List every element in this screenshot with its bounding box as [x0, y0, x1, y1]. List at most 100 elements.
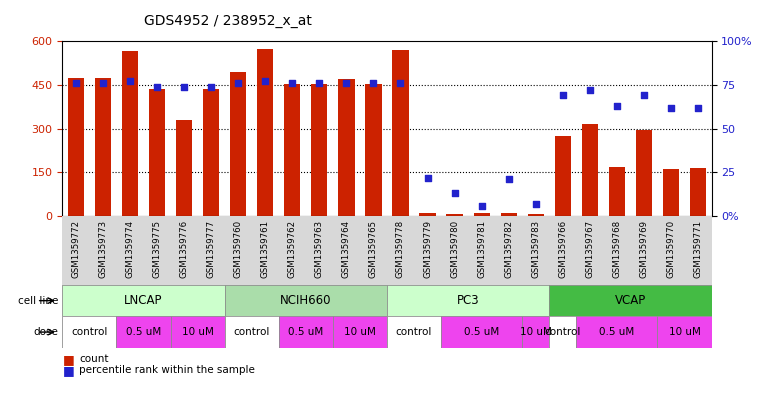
Bar — [149, 89, 165, 216]
Text: LNCAP: LNCAP — [124, 294, 163, 307]
Bar — [284, 84, 301, 216]
Bar — [658, 316, 712, 348]
Text: GDS4952 / 238952_x_at: GDS4952 / 238952_x_at — [145, 14, 312, 28]
Text: cell line: cell line — [18, 296, 59, 306]
Bar — [279, 316, 333, 348]
Point — [260, 78, 272, 84]
Bar — [690, 168, 706, 216]
Point — [124, 78, 136, 84]
Bar — [447, 214, 463, 216]
Bar — [62, 316, 116, 348]
Bar — [257, 49, 273, 216]
Bar — [339, 79, 355, 216]
Text: GSM1359770: GSM1359770 — [667, 220, 676, 278]
Text: GSM1359762: GSM1359762 — [288, 220, 297, 278]
Text: GSM1359775: GSM1359775 — [152, 220, 161, 278]
Bar — [333, 316, 387, 348]
Text: 0.5 uM: 0.5 uM — [126, 327, 161, 337]
Text: GSM1359778: GSM1359778 — [396, 220, 405, 278]
Text: GSM1359763: GSM1359763 — [315, 220, 324, 278]
Bar — [311, 84, 327, 216]
Text: GSM1359771: GSM1359771 — [693, 220, 702, 278]
Text: GSM1359783: GSM1359783 — [531, 220, 540, 278]
Point — [530, 201, 542, 207]
Text: GSM1359764: GSM1359764 — [342, 220, 351, 278]
Text: 10 uM: 10 uM — [344, 327, 376, 337]
Bar — [176, 120, 193, 216]
Text: GSM1359761: GSM1359761 — [261, 220, 269, 278]
Bar — [441, 316, 522, 348]
Bar — [170, 316, 224, 348]
Bar — [387, 285, 549, 316]
Point — [314, 80, 326, 86]
Text: GSM1359776: GSM1359776 — [180, 220, 189, 278]
Text: GSM1359768: GSM1359768 — [613, 220, 622, 278]
Text: 0.5 uM: 0.5 uM — [288, 327, 323, 337]
Text: control: control — [396, 327, 432, 337]
Point — [502, 176, 514, 183]
Bar — [393, 50, 409, 216]
Point — [340, 80, 352, 86]
Point — [205, 84, 217, 90]
Bar — [663, 169, 679, 216]
Text: GSM1359765: GSM1359765 — [369, 220, 378, 278]
Point — [638, 92, 650, 99]
Point — [665, 105, 677, 111]
Bar — [224, 285, 387, 316]
Text: control: control — [545, 327, 581, 337]
Point — [70, 80, 82, 86]
Text: GSM1359779: GSM1359779 — [423, 220, 432, 277]
Text: GSM1359774: GSM1359774 — [126, 220, 135, 278]
Point — [692, 105, 704, 111]
Text: GSM1359773: GSM1359773 — [98, 220, 107, 278]
Text: control: control — [72, 327, 107, 337]
Text: GSM1359777: GSM1359777 — [207, 220, 215, 278]
Bar — [95, 78, 111, 216]
Point — [286, 80, 298, 86]
Point — [611, 103, 623, 109]
Point — [422, 174, 434, 181]
Bar — [549, 285, 712, 316]
Text: GSM1359782: GSM1359782 — [505, 220, 513, 278]
Text: 0.5 uM: 0.5 uM — [599, 327, 635, 337]
Bar — [635, 130, 652, 216]
Text: 0.5 uM: 0.5 uM — [464, 327, 499, 337]
Bar — [116, 316, 170, 348]
Text: GSM1359766: GSM1359766 — [559, 220, 567, 278]
Point — [557, 92, 569, 99]
Bar — [555, 136, 571, 216]
Point — [151, 84, 163, 90]
Text: 10 uM: 10 uM — [669, 327, 700, 337]
Text: PC3: PC3 — [457, 294, 479, 307]
Text: percentile rank within the sample: percentile rank within the sample — [79, 365, 255, 375]
Text: NCIH660: NCIH660 — [280, 294, 332, 307]
Text: GSM1359780: GSM1359780 — [450, 220, 459, 278]
Bar — [522, 316, 549, 348]
Text: 10 uM: 10 uM — [182, 327, 214, 337]
Point — [232, 80, 244, 86]
Text: 10 uM: 10 uM — [520, 327, 552, 337]
Text: control: control — [234, 327, 270, 337]
Text: GSM1359769: GSM1359769 — [639, 220, 648, 277]
Bar — [224, 316, 279, 348]
Bar — [122, 51, 139, 216]
Text: dose: dose — [33, 327, 59, 337]
Text: GSM1359781: GSM1359781 — [477, 220, 486, 278]
Point — [368, 80, 380, 86]
Bar — [549, 316, 576, 348]
Bar — [419, 213, 435, 216]
Point — [584, 87, 596, 94]
Text: ■: ■ — [62, 353, 74, 366]
Point — [476, 202, 488, 209]
Text: count: count — [79, 354, 109, 364]
Bar — [473, 213, 490, 216]
Bar — [68, 78, 84, 216]
Bar — [365, 84, 381, 216]
Text: VCAP: VCAP — [615, 294, 646, 307]
Text: GSM1359767: GSM1359767 — [585, 220, 594, 278]
Point — [178, 84, 190, 90]
Bar — [203, 89, 219, 216]
Bar — [387, 316, 441, 348]
Point — [448, 190, 460, 196]
Bar — [62, 285, 224, 316]
